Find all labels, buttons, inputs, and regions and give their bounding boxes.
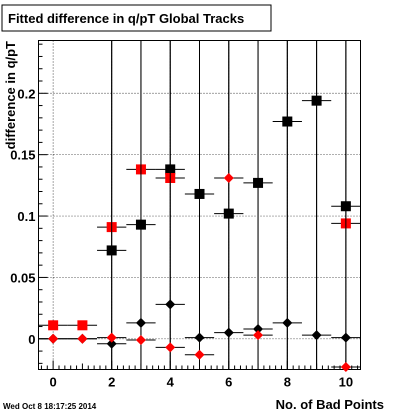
y-tick-labels: 0 0.05 0.1 0.15 0.2	[10, 86, 35, 347]
y-tick-label: 0.15	[10, 148, 35, 163]
data-point-square	[48, 320, 59, 331]
data-point-diamond	[106, 332, 117, 343]
data-point-square	[77, 320, 88, 331]
data-point-diamond	[165, 299, 176, 310]
data-point-diamond	[194, 332, 205, 343]
y-axis-label: difference in q/pT	[3, 41, 18, 149]
data-point-diamond	[77, 333, 88, 344]
data-point-diamond	[340, 332, 351, 343]
data-point-diamond	[194, 349, 205, 360]
timestamp-label: Wed Oct 8 18:17:25 2014	[3, 402, 97, 411]
data-point-diamond	[48, 333, 59, 344]
series-3-diamond	[38, 172, 361, 373]
data-point-diamond	[165, 342, 176, 353]
x-tick-labels: 0 2 4 6 8 10	[50, 375, 354, 390]
x-tick-label: 10	[339, 375, 353, 390]
data-point-diamond	[253, 323, 264, 334]
data-marks	[38, 40, 361, 373]
data-point-diamond	[253, 330, 264, 341]
data-point-diamond	[311, 330, 322, 341]
x-axis-label: No. of Bad Points	[276, 397, 384, 412]
data-point-diamond	[223, 172, 234, 183]
data-point-diamond	[282, 317, 293, 328]
data-point-diamond	[223, 327, 234, 338]
y-tick-label: 0.05	[10, 270, 35, 285]
x-tick-label: 2	[108, 375, 115, 390]
data-point-diamond	[135, 317, 146, 328]
chart-title: Fitted difference in q/pT Global Tracks	[8, 11, 244, 26]
x-tick-label: 4	[167, 375, 175, 390]
title-frame	[1, 4, 272, 32]
x-tick-label: 8	[284, 375, 291, 390]
x-tick-label: 0	[50, 375, 57, 390]
title-box: Fitted difference in q/pT Global Tracks	[1, 4, 272, 32]
data-point-diamond	[340, 362, 351, 373]
data-point-diamond	[106, 338, 117, 349]
y-tick-label: 0.2	[17, 86, 35, 101]
data-point-diamond	[135, 335, 146, 346]
x-tick-label: 6	[225, 375, 232, 390]
y-tick-label: 0.1	[17, 209, 35, 224]
y-tick-label: 0	[28, 332, 35, 347]
series-2-diamond	[38, 40, 361, 370]
